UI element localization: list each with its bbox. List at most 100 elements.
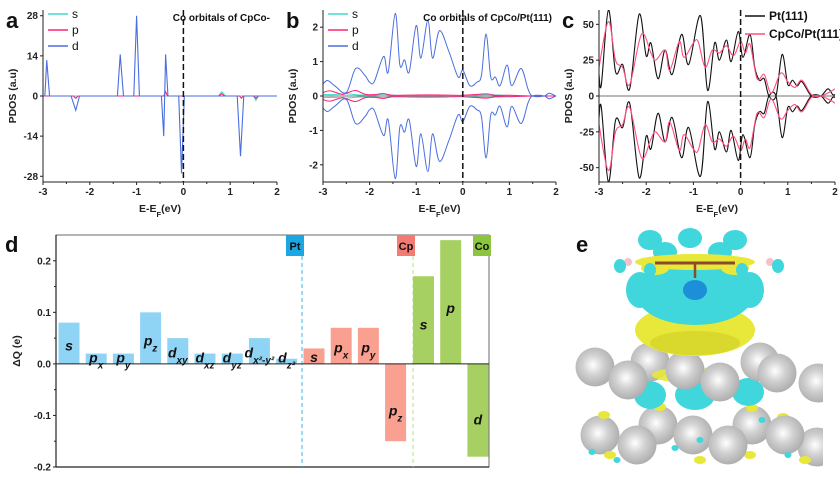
series-group — [323, 12, 556, 180]
accumulation-lobe — [604, 451, 616, 459]
x-axis-label-main: E-E — [696, 203, 714, 215]
bar-label: s — [310, 349, 318, 365]
pt-atom — [575, 347, 615, 387]
pt-atom — [580, 415, 620, 455]
accumulation-lobe — [746, 404, 758, 412]
bar-label: s — [65, 337, 73, 353]
y-tick-label: -1 — [309, 126, 318, 137]
bar-label: dxy — [168, 344, 188, 366]
x-tick-label: -3 — [319, 187, 328, 198]
bar-Pt-dyz — [221, 353, 243, 364]
depletion-lobe — [588, 449, 596, 455]
bar-Co-d — [467, 363, 489, 457]
series-line-p-spin-down — [323, 95, 556, 103]
series-line-d-spin-up — [323, 12, 556, 98]
bar-Cp-py — [357, 327, 379, 364]
x-axis-label-sub: F — [714, 210, 719, 219]
charge-density-illustration: e — [575, 228, 823, 467]
x-axis-label-unit: (eV) — [161, 203, 181, 215]
legend-label: s — [352, 7, 358, 21]
bar-label: s — [420, 316, 428, 332]
group-label-box — [397, 235, 415, 256]
depletion-lobe — [696, 437, 704, 443]
bar-label-sub: yz — [230, 360, 242, 371]
legend-label: Pt(111) — [769, 9, 808, 23]
y-tick-label: -25 — [580, 127, 595, 138]
bar-label-sub: x²-y² — [252, 355, 275, 366]
pt-atom — [765, 415, 805, 455]
x-axis-label-unit: (eV) — [718, 203, 738, 215]
legend-label: p — [352, 23, 359, 37]
bar-Pt-dxy — [167, 338, 189, 364]
y-tick-label: 28 — [27, 11, 39, 22]
x-tick-label: 1 — [785, 187, 791, 198]
bar-label: pz — [388, 402, 403, 424]
depletion-lobe — [638, 230, 662, 250]
accumulation-lobe — [598, 411, 610, 419]
y-tick-label: 0.0 — [37, 359, 51, 370]
accumulation-lobe — [744, 451, 756, 459]
y-tick-label: 0.1 — [37, 308, 51, 319]
bar-label-base: d — [278, 350, 287, 366]
bar-Pt-dz² — [276, 358, 298, 364]
bar-label: p — [445, 300, 455, 316]
y-tick-label: 14 — [27, 51, 39, 62]
pt-atom — [708, 425, 748, 465]
bar-Pt-dx²-y² — [248, 338, 270, 364]
x-tick-label: 0 — [460, 187, 466, 198]
depletion-lobe — [626, 272, 654, 308]
series-line-d — [43, 15, 277, 174]
bar-label-base: d — [474, 412, 483, 428]
group-label-box — [473, 235, 491, 256]
legend-item-CpCo/Pt(111): CpCo/Pt(111) — [745, 27, 840, 41]
depletion-lobe — [772, 259, 784, 273]
bar-Pt-pz — [140, 312, 162, 364]
bar-label-base: p — [143, 333, 153, 349]
bar-label-sub: z² — [286, 360, 296, 371]
bar-label-base: p — [115, 350, 125, 366]
panel-title: Co orbitals of CpCo- — [173, 13, 270, 24]
bar-label-base: d — [168, 344, 177, 360]
bar-label: d — [474, 412, 483, 428]
legend-item-p: p — [48, 23, 79, 37]
depletion-lobe — [683, 280, 707, 300]
bar-Pt-px — [85, 353, 107, 364]
bar-label: dyz — [223, 350, 242, 372]
x-tick-label: 2 — [274, 187, 280, 198]
bar-label-sub: x — [97, 360, 104, 371]
x-tick-label: -2 — [85, 187, 94, 198]
x-tick-label: -3 — [39, 187, 48, 198]
series-line-Pt(111)-spin-down — [599, 91, 835, 182]
y-tick-label: 0 — [312, 92, 318, 103]
pt-atom — [608, 360, 648, 400]
y-axis-label: PDOS (a.u) — [563, 69, 575, 124]
x-tick-label: 0 — [738, 187, 744, 198]
panel-label: d — [5, 232, 18, 257]
x-tick-label: 1 — [227, 187, 233, 198]
group-label-box — [286, 235, 304, 256]
bar-Cp-s — [303, 348, 325, 364]
series-line-p — [43, 90, 277, 100]
bar-label-base: s — [420, 316, 428, 332]
bar-label-base: p — [88, 350, 98, 366]
legend-item-s: s — [328, 7, 358, 21]
y-tick-label: -28 — [24, 172, 39, 183]
bar-label-base: p — [388, 402, 398, 418]
legend-item-s: s — [48, 7, 78, 21]
panel-title: Co orbitals of CpCo/Pt(111) — [423, 13, 552, 24]
pt-atom — [665, 350, 705, 390]
legend-item-p: p — [328, 23, 359, 37]
depletion-lobe — [678, 228, 702, 248]
y-tick-label: -0.1 — [34, 411, 52, 422]
legend-label: d — [72, 39, 79, 53]
x-axis-label-sub: F — [436, 210, 441, 219]
bar-Co-p — [440, 240, 462, 364]
panel-label: b — [286, 8, 299, 33]
depletion-lobe — [784, 452, 792, 458]
bar-label-sub: xz — [203, 360, 215, 371]
depletion-lobe — [650, 331, 740, 355]
legend-label: p — [72, 23, 79, 37]
h-atom — [766, 258, 774, 266]
bar-label-base: d — [223, 350, 232, 366]
bar-Pt-s — [58, 322, 80, 364]
